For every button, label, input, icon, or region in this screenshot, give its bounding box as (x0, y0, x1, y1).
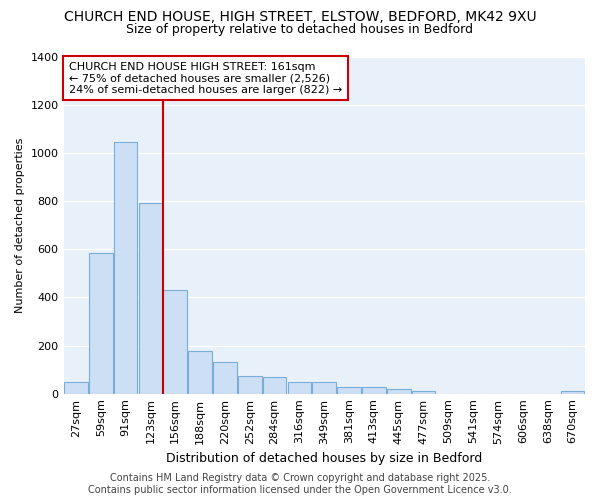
Text: Size of property relative to detached houses in Bedford: Size of property relative to detached ho… (127, 22, 473, 36)
Bar (188, 351, 212, 394)
Text: Contains HM Land Registry data © Crown copyright and database right 2025.
Contai: Contains HM Land Registry data © Crown c… (88, 474, 512, 495)
Text: CHURCH END HOUSE HIGH STREET: 161sqm
← 75% of detached houses are smaller (2,526: CHURCH END HOUSE HIGH STREET: 161sqm ← 7… (69, 62, 342, 95)
Bar (313, 382, 336, 394)
Bar (561, 391, 584, 394)
Bar (412, 392, 436, 394)
X-axis label: Distribution of detached houses by size in Bedford: Distribution of detached houses by size … (166, 452, 482, 465)
Bar (213, 362, 237, 394)
Bar (238, 376, 262, 394)
Y-axis label: Number of detached properties: Number of detached properties (15, 138, 25, 313)
Bar (287, 382, 311, 394)
Bar (139, 202, 162, 394)
Bar (387, 390, 410, 394)
Text: CHURCH END HOUSE, HIGH STREET, ELSTOW, BEDFORD, MK42 9XU: CHURCH END HOUSE, HIGH STREET, ELSTOW, B… (64, 10, 536, 24)
Bar (114, 142, 137, 394)
Bar (163, 290, 187, 394)
Bar (362, 387, 386, 394)
Bar (337, 387, 361, 394)
Bar (89, 254, 113, 394)
Bar (263, 378, 286, 394)
Bar (64, 382, 88, 394)
